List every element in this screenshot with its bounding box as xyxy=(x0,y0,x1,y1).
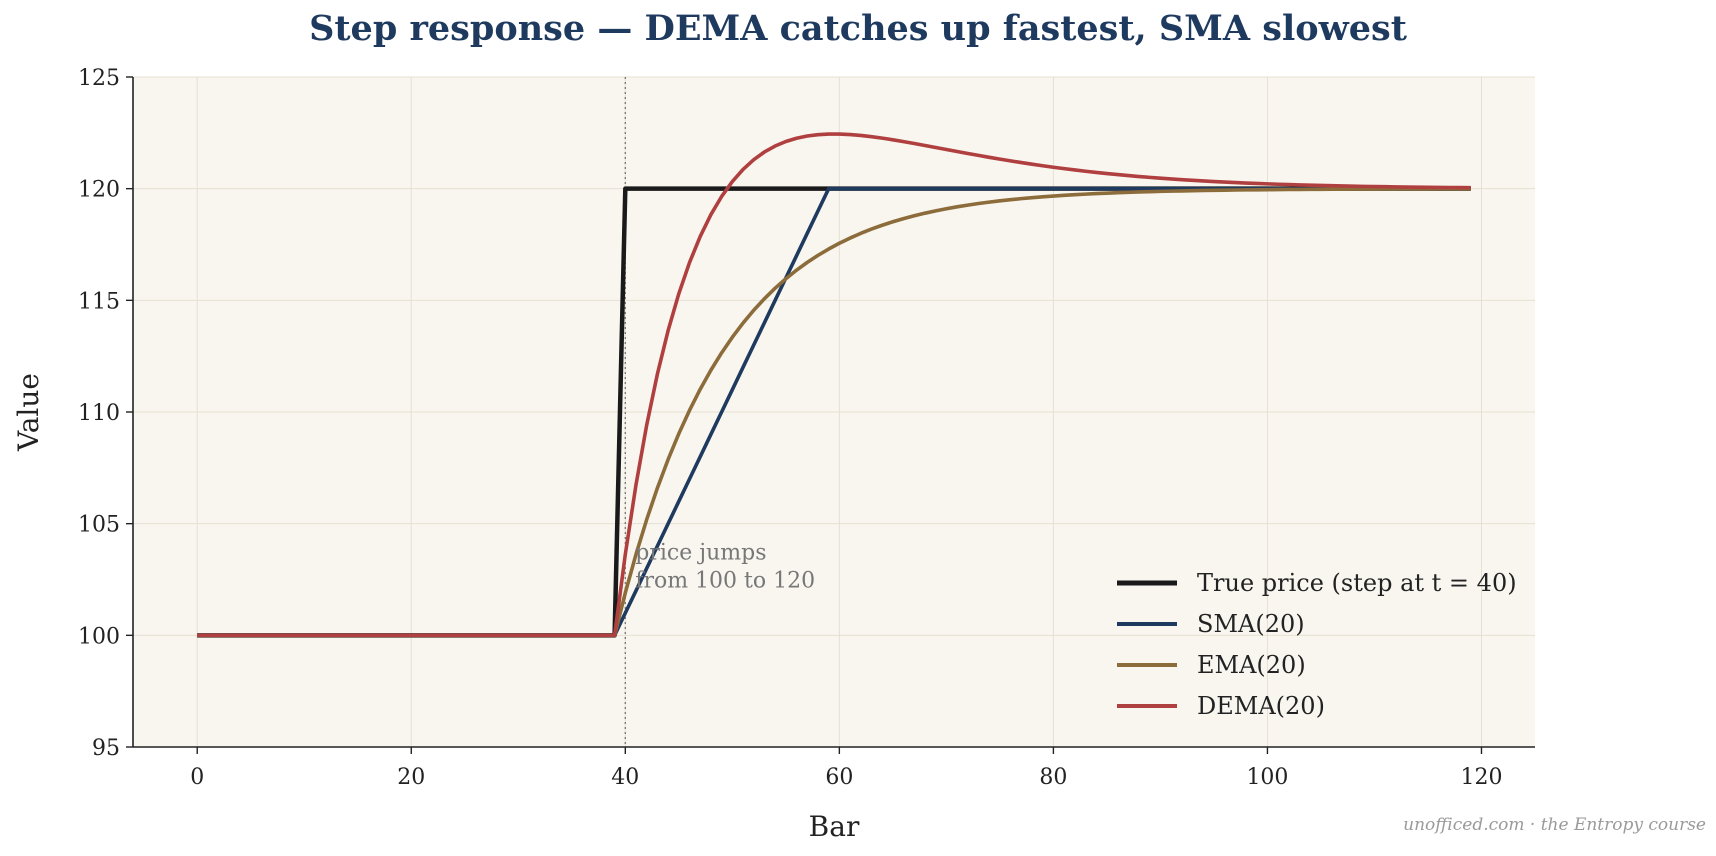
y-tick-label: 95 xyxy=(92,736,120,761)
x-tick-label: 80 xyxy=(1039,765,1067,790)
y-tick-label: 115 xyxy=(78,289,120,314)
annotation-text: price jumps xyxy=(635,540,766,565)
y-tick-label: 110 xyxy=(78,401,120,426)
x-tick-label: 120 xyxy=(1460,765,1502,790)
y-tick-label: 125 xyxy=(78,66,120,91)
x-tick-label: 20 xyxy=(397,765,425,790)
x-tick-label: 100 xyxy=(1246,765,1288,790)
legend-label: DEMA(20) xyxy=(1197,692,1325,720)
legend-label: True price (step at t = 40) xyxy=(1197,569,1517,597)
x-axis-label: Bar xyxy=(809,810,860,843)
dema-series-line xyxy=(197,132,1471,638)
x-tick-label: 60 xyxy=(825,765,853,790)
x-tick-label: 0 xyxy=(190,765,204,790)
legend-label: EMA(20) xyxy=(1197,651,1306,679)
annotation-text: from 100 to 120 xyxy=(635,568,815,593)
y-tick-label: 120 xyxy=(78,178,120,203)
y-tick-label: 105 xyxy=(78,513,120,538)
watermark: unofficed.com · the Entropy course xyxy=(1403,815,1706,835)
legend-label: SMA(20) xyxy=(1197,610,1305,638)
x-tick-label: 40 xyxy=(611,765,639,790)
y-axis-label: Value xyxy=(12,373,45,452)
chart-title: Step response — DEMA catches up fastest,… xyxy=(309,8,1407,49)
y-tick-label: 100 xyxy=(78,624,120,649)
